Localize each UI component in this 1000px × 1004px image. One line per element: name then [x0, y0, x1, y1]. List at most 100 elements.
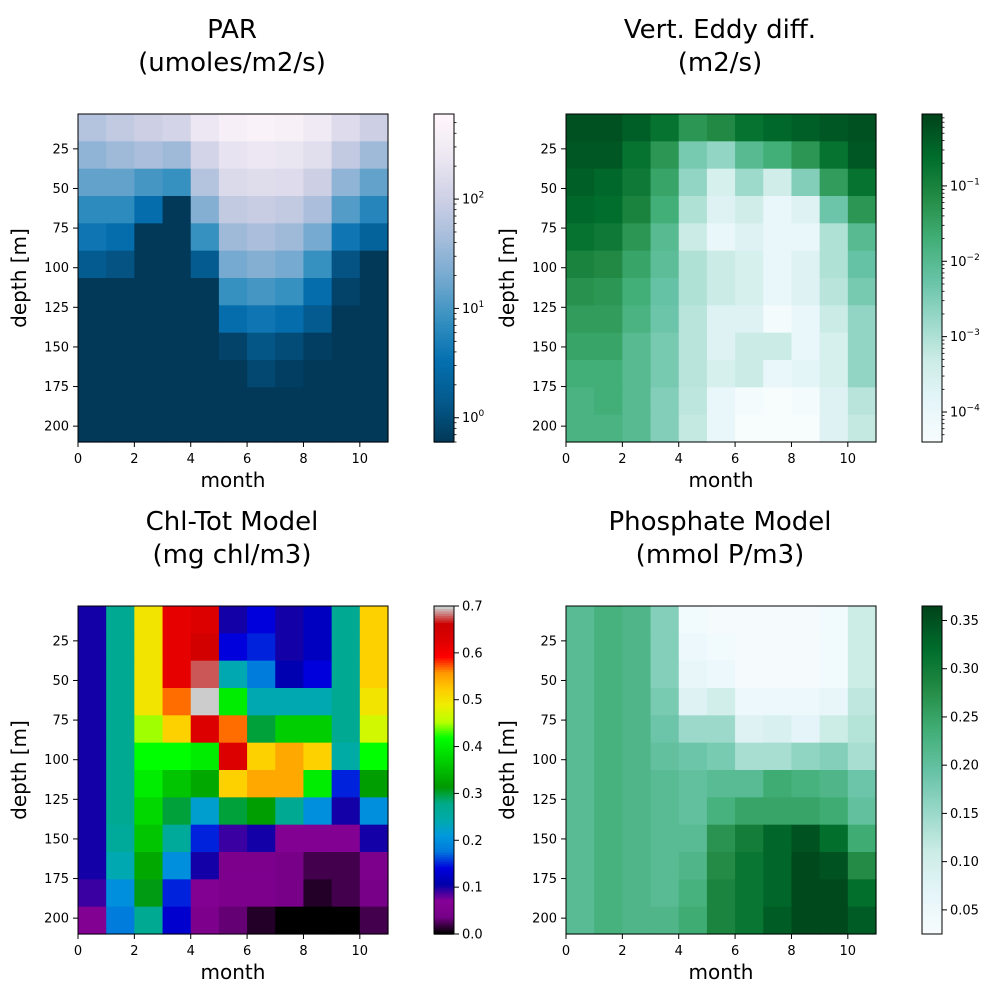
colorbar-strip [434, 423, 454, 427]
colorbar-strip [434, 278, 454, 282]
colorbar-strip [922, 266, 942, 270]
heatmap-cell [247, 879, 276, 908]
colorbar-strip [922, 739, 942, 743]
colorbar-strip [434, 662, 454, 666]
colorbar-tick-label: 0.1 [462, 881, 483, 896]
heatmap-cell [622, 824, 652, 853]
colorbar-tick-label: 10−4 [950, 404, 980, 421]
colorbar-strip [922, 835, 942, 839]
colorbar-strip [922, 875, 942, 879]
heatmap-cell [735, 879, 764, 908]
colorbar-tick-label: 0.2 [462, 834, 483, 849]
heatmap-cell [566, 879, 595, 908]
colorbar-strip [434, 833, 454, 837]
colorbar-strip [922, 856, 942, 860]
y-tick-label: 25 [540, 634, 557, 649]
colorbar-strip [434, 282, 454, 286]
heatmap-cell [819, 168, 849, 197]
heatmap-cell [162, 633, 192, 662]
heatmap-cell [162, 114, 192, 142]
heatmap-cell [706, 770, 736, 798]
heatmap-cell [763, 114, 793, 142]
colorbar-strip [434, 676, 454, 680]
heatmap-cell [331, 278, 361, 306]
heatmap-cell [735, 906, 764, 935]
heatmap-cell [247, 824, 276, 853]
heatmap-cell [763, 742, 793, 771]
colorbar-strip [922, 282, 942, 286]
colorbar-strip [922, 362, 942, 366]
heatmap-cell [190, 196, 220, 224]
colorbar-strip [434, 741, 454, 745]
heatmap-cell [735, 332, 764, 361]
colorbar-strip [922, 648, 942, 652]
colorbar-strip [434, 859, 454, 863]
heatmap-cell [303, 168, 333, 197]
colorbar-tick-base: 10 [950, 330, 967, 345]
colorbar-strip [434, 767, 454, 771]
heatmap-cell [735, 688, 764, 716]
colorbar-strip [434, 709, 454, 713]
colorbar-strip [434, 863, 454, 867]
colorbar-strip [434, 606, 454, 610]
colorbar-strip [434, 235, 454, 239]
colorbar-strip [434, 184, 454, 188]
colorbar-strip [922, 177, 942, 181]
heatmap-cell [359, 250, 389, 279]
heatmap-cell [218, 360, 248, 388]
heatmap-cell [359, 879, 389, 908]
colorbar-strip [434, 779, 454, 783]
heatmap-cell [106, 332, 135, 361]
colorbar-strip [434, 245, 454, 249]
colorbar-strip [434, 383, 454, 387]
axes-frame [565, 605, 877, 935]
heatmap-cell [791, 387, 821, 416]
colorbar-strip [434, 643, 454, 647]
x-tick-label: 2 [130, 944, 138, 959]
colorbar-strip [922, 889, 942, 893]
colorbar-strip [922, 680, 942, 685]
colorbar-strip [434, 240, 454, 244]
colorbar-strip [434, 139, 454, 143]
colorbar-strip [922, 755, 942, 759]
heatmap-cell [566, 906, 595, 935]
heatmap-cell [275, 141, 305, 170]
heatmap-cell [134, 742, 164, 771]
colorbar-strip [434, 399, 454, 403]
heatmap-cell [847, 770, 877, 798]
heatmap-cell [331, 223, 361, 252]
x-tick-label: 8 [299, 452, 307, 467]
heatmap-cell [303, 797, 333, 826]
heatmap-cell [162, 852, 192, 880]
colorbar-strip [434, 263, 454, 267]
heatmap-cell [247, 852, 276, 880]
colorbar-strip [922, 191, 942, 195]
heatmap-cell [791, 250, 821, 279]
x-tick-label: 6 [243, 944, 251, 959]
y-tick-label: 150 [44, 832, 69, 847]
heatmap-cell [819, 141, 849, 170]
colorbar-strip [922, 819, 942, 823]
heatmap-cell [134, 168, 164, 197]
heatmap-cell [331, 606, 361, 634]
heatmap-cell [763, 168, 793, 197]
colorbar-strip [434, 341, 454, 345]
heatmap-cell [594, 414, 623, 443]
colorbar-strip [922, 791, 942, 795]
colorbar-strip [922, 210, 942, 214]
heatmap-cell [247, 196, 276, 224]
colorbar-strip [922, 364, 942, 368]
colorbar-strip [922, 727, 942, 731]
heatmap-cell [303, 305, 333, 334]
heatmap-cell [303, 906, 333, 935]
heatmap-cell [763, 906, 793, 935]
x-tick-label: 0 [562, 452, 570, 467]
colorbar-strip [434, 418, 454, 422]
colorbar-strip [922, 737, 942, 741]
heatmap-cell [678, 114, 708, 142]
colorbar-strip [434, 641, 454, 645]
heatmap-cell [303, 414, 333, 443]
colorbar-strip [922, 887, 942, 891]
colorbar-strip [922, 617, 942, 621]
colorbar-strip [434, 849, 454, 853]
